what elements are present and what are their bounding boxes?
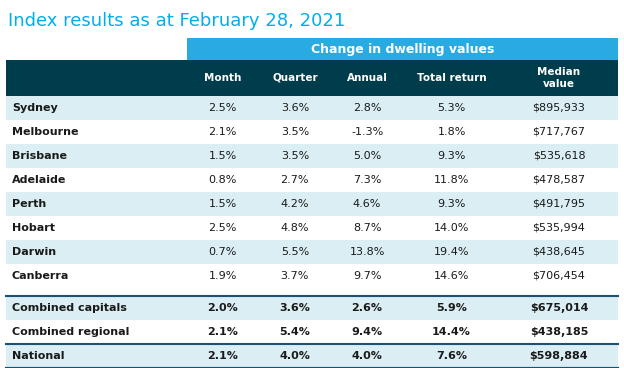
Text: 3.7%: 3.7% [281, 271, 309, 281]
Text: Quarter: Quarter [272, 73, 318, 83]
Text: 2.1%: 2.1% [207, 351, 238, 361]
Bar [403, 60, 500, 96]
Text: $478,587: $478,587 [532, 175, 585, 185]
Text: 2.5%: 2.5% [208, 103, 237, 113]
Text: 9.4%: 9.4% [351, 327, 383, 337]
Text: Combined regional: Combined regional [12, 327, 129, 337]
Text: 5.3%: 5.3% [437, 103, 466, 113]
Text: $438,185: $438,185 [530, 327, 588, 337]
Text: 0.8%: 0.8% [208, 175, 237, 185]
Text: Month: Month [204, 73, 241, 83]
Text: Adelaide: Adelaide [12, 175, 66, 185]
Text: $717,767: $717,767 [532, 127, 585, 137]
Text: 14.4%: 14.4% [432, 327, 471, 337]
Bar [187, 38, 618, 60]
Text: $535,994: $535,994 [532, 223, 585, 233]
Text: $675,014: $675,014 [530, 303, 588, 313]
Text: 9.3%: 9.3% [437, 199, 466, 209]
Text: Sydney: Sydney [12, 103, 58, 113]
Bar [6, 192, 618, 216]
Text: 4.0%: 4.0% [352, 351, 383, 361]
Bar [6, 120, 618, 144]
Bar [331, 60, 403, 96]
Text: 8.7%: 8.7% [353, 223, 381, 233]
Text: 5.5%: 5.5% [281, 247, 309, 257]
Bar [6, 320, 618, 344]
Text: 5.4%: 5.4% [280, 327, 310, 337]
Text: $535,618: $535,618 [533, 151, 585, 161]
Text: 3.6%: 3.6% [281, 103, 309, 113]
Text: 9.3%: 9.3% [437, 151, 466, 161]
Text: 2.5%: 2.5% [208, 223, 237, 233]
Text: 0.7%: 0.7% [208, 247, 237, 257]
Text: 1.8%: 1.8% [437, 127, 466, 137]
Text: Perth: Perth [12, 199, 46, 209]
Bar [6, 240, 618, 264]
Text: Median
value: Median value [537, 67, 580, 89]
Bar [6, 296, 618, 320]
Text: National: National [12, 351, 64, 361]
Text: Darwin: Darwin [12, 247, 56, 257]
Text: Change in dwelling values: Change in dwelling values [311, 42, 494, 56]
Bar [6, 264, 618, 288]
Text: 4.0%: 4.0% [280, 351, 310, 361]
Text: 13.8%: 13.8% [349, 247, 385, 257]
Text: $706,454: $706,454 [532, 271, 585, 281]
Bar [6, 344, 618, 368]
Text: 7.3%: 7.3% [353, 175, 381, 185]
Text: Total return: Total return [417, 73, 486, 83]
Text: Hobart: Hobart [12, 223, 55, 233]
Text: 11.8%: 11.8% [434, 175, 469, 185]
Text: 1.5%: 1.5% [208, 199, 236, 209]
Text: 2.6%: 2.6% [351, 303, 383, 313]
Text: 4.8%: 4.8% [281, 223, 309, 233]
Text: Melbourne: Melbourne [12, 127, 79, 137]
Text: 2.1%: 2.1% [208, 127, 237, 137]
Text: 3.6%: 3.6% [280, 303, 310, 313]
Text: 3.5%: 3.5% [281, 127, 309, 137]
Text: Combined capitals: Combined capitals [12, 303, 127, 313]
Text: 2.1%: 2.1% [207, 327, 238, 337]
Text: Annual: Annual [347, 73, 388, 83]
Text: $598,884: $598,884 [530, 351, 588, 361]
Text: 14.6%: 14.6% [434, 271, 469, 281]
Text: Index results as at February 28, 2021: Index results as at February 28, 2021 [8, 12, 345, 30]
Bar [6, 60, 187, 96]
Bar [6, 168, 618, 192]
Bar [500, 60, 618, 96]
Text: 5.0%: 5.0% [353, 151, 381, 161]
Text: -1.3%: -1.3% [351, 127, 383, 137]
Text: 19.4%: 19.4% [434, 247, 469, 257]
Text: 1.5%: 1.5% [208, 151, 236, 161]
Text: 1.9%: 1.9% [208, 271, 237, 281]
Text: 14.0%: 14.0% [434, 223, 469, 233]
Text: 3.5%: 3.5% [281, 151, 309, 161]
Text: 9.7%: 9.7% [353, 271, 381, 281]
Text: 2.7%: 2.7% [281, 175, 309, 185]
Text: $491,795: $491,795 [532, 199, 585, 209]
Text: 7.6%: 7.6% [436, 351, 467, 361]
Text: $438,645: $438,645 [532, 247, 585, 257]
Text: 4.6%: 4.6% [353, 199, 381, 209]
Text: 4.2%: 4.2% [281, 199, 309, 209]
Bar [259, 60, 331, 96]
Bar [6, 216, 618, 240]
Bar [6, 96, 618, 120]
Text: 5.9%: 5.9% [436, 303, 467, 313]
Text: Brisbane: Brisbane [12, 151, 67, 161]
Text: $895,933: $895,933 [532, 103, 585, 113]
Bar [6, 144, 618, 168]
Text: 2.8%: 2.8% [353, 103, 381, 113]
Text: Canberra: Canberra [12, 271, 69, 281]
Text: 2.0%: 2.0% [207, 303, 238, 313]
Bar [187, 60, 259, 96]
